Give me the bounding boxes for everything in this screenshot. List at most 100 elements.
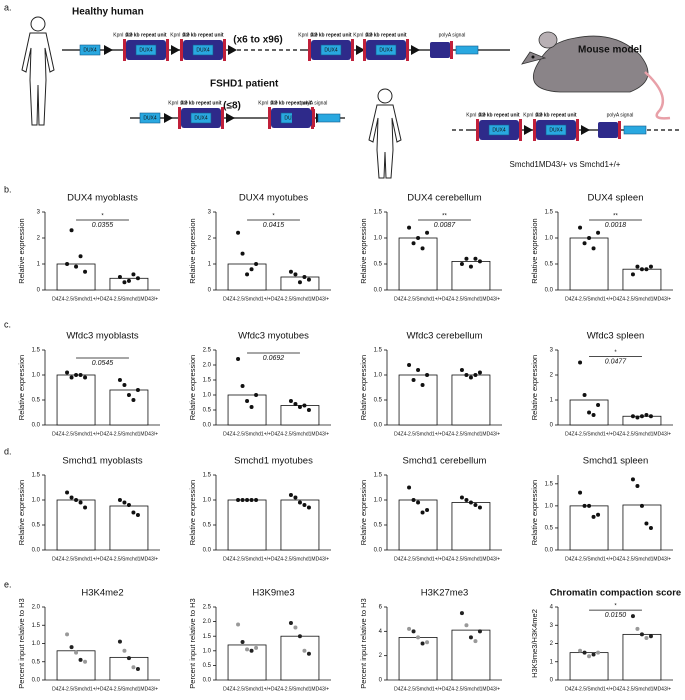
- data-point: [591, 246, 596, 251]
- repeat-label: 3.3 kb repeat unit: [310, 32, 351, 38]
- data-point: [245, 647, 250, 652]
- data-point: [293, 402, 298, 406]
- x-tick-label: D4Z4-2.5/Smchd1MD43/+: [613, 296, 671, 302]
- chart-title: DUX4 cerebellum: [407, 193, 482, 204]
- chart-title: Smchd1 myotubes: [234, 456, 313, 467]
- data-point: [473, 256, 478, 261]
- kpni-mark: [576, 119, 579, 141]
- x-tick-label: D4Z4-2.5/Smchd1+/+: [223, 431, 271, 437]
- chart-title: DUX4 myoblasts: [67, 193, 138, 204]
- data-point: [293, 495, 298, 500]
- panel-label: e.: [4, 579, 12, 589]
- bar: [569, 505, 609, 551]
- data-point: [135, 276, 140, 281]
- y-axis-label: Relative expression: [359, 218, 368, 283]
- data-point: [302, 275, 307, 279]
- kpni-mark: [166, 39, 169, 61]
- data-point: [306, 408, 311, 412]
- bar: [398, 499, 438, 551]
- y-tick-label: 1: [37, 262, 41, 268]
- y-tick-label: 1.5: [374, 348, 383, 354]
- data-point: [254, 262, 259, 266]
- bar: [451, 260, 491, 291]
- data-point: [126, 656, 131, 661]
- y-tick-label: 0.5: [374, 523, 383, 529]
- y-axis-label: Relative expression: [530, 218, 539, 283]
- y-tick-label: 0.0: [545, 288, 554, 294]
- arrow-head: [104, 45, 113, 55]
- data-point: [425, 508, 430, 512]
- data-point: [596, 650, 601, 655]
- bar: [227, 263, 267, 291]
- data-point: [635, 484, 640, 489]
- data-point: [420, 383, 425, 387]
- chart-title: Smchd1 spleen: [583, 456, 648, 467]
- dux4-label: DUX4: [194, 115, 208, 121]
- y-tick-label: 1.5: [374, 210, 383, 216]
- dux4-label: DUX4: [83, 47, 97, 53]
- data-point: [249, 498, 254, 502]
- bar: [451, 374, 491, 426]
- y-tick-label: 1.0: [32, 498, 41, 504]
- data-point: [644, 267, 649, 272]
- kpni-label: KpnI site: [168, 100, 188, 106]
- data-point: [236, 230, 241, 235]
- y-tick-label: 1.0: [32, 373, 41, 379]
- data-point: [74, 264, 79, 269]
- polya-box: [292, 110, 312, 126]
- data-point: [425, 640, 430, 645]
- data-point: [245, 498, 250, 502]
- arrow-head: [228, 45, 237, 55]
- data-point: [578, 360, 583, 365]
- data-point: [587, 654, 592, 659]
- data-point: [468, 264, 473, 269]
- x-tick-label: D4Z4-2.5/Smchd1+/+: [223, 686, 271, 692]
- data-point: [126, 278, 131, 283]
- data-point: [639, 414, 644, 419]
- kpni-label: KpnI site: [523, 112, 543, 118]
- dux4-label: DUX4: [549, 127, 563, 133]
- y-tick-label: 1.0: [374, 373, 383, 379]
- bar: [569, 237, 609, 291]
- x-tick-label: D4Z4-2.5/Smchd1MD43/+: [442, 686, 500, 692]
- y-tick-label: 0: [550, 678, 554, 684]
- data-point: [249, 648, 254, 653]
- data-point: [464, 498, 469, 502]
- significance-stars: *: [614, 350, 617, 356]
- data-point: [639, 632, 644, 637]
- data-point: [582, 650, 587, 655]
- data-point: [420, 641, 425, 646]
- data-point: [416, 500, 421, 505]
- data-point: [459, 495, 464, 500]
- bar: [622, 268, 662, 291]
- y-tick-label: 0.5: [203, 408, 212, 414]
- y-tick-label: 0.5: [374, 398, 383, 404]
- data-point: [477, 505, 482, 510]
- data-point: [83, 659, 88, 664]
- dux4-label: DUX4: [139, 47, 153, 53]
- data-point: [416, 236, 421, 240]
- x-tick-label: D4Z4-2.5/Smchd1+/+: [394, 686, 442, 692]
- patient-label: FSHD1 patient: [210, 79, 279, 90]
- y-tick-label: 1.0: [374, 236, 383, 242]
- data-point: [473, 373, 478, 377]
- panel-label: c.: [4, 319, 11, 329]
- data-point: [78, 373, 83, 377]
- data-point: [240, 384, 245, 388]
- kpni-mark: [450, 41, 453, 59]
- data-point: [630, 477, 635, 482]
- x-tick-label: D4Z4-2.5/Smchd1MD43/+: [271, 296, 329, 302]
- data-point: [135, 388, 140, 392]
- x-tick-label: D4Z4-2.5/Smchd1+/+: [223, 556, 271, 562]
- kpni-mark: [180, 39, 183, 61]
- copy-number: (≤8): [223, 101, 241, 112]
- chart-title: Chromatin compaction score: [550, 588, 681, 599]
- y-tick-label: 0.5: [374, 262, 383, 268]
- bar: [398, 637, 438, 681]
- data-point: [464, 623, 469, 628]
- bar: [280, 499, 320, 551]
- arrow-head: [164, 113, 173, 123]
- data-point: [74, 498, 79, 502]
- y-tick-label: 1.0: [374, 498, 383, 504]
